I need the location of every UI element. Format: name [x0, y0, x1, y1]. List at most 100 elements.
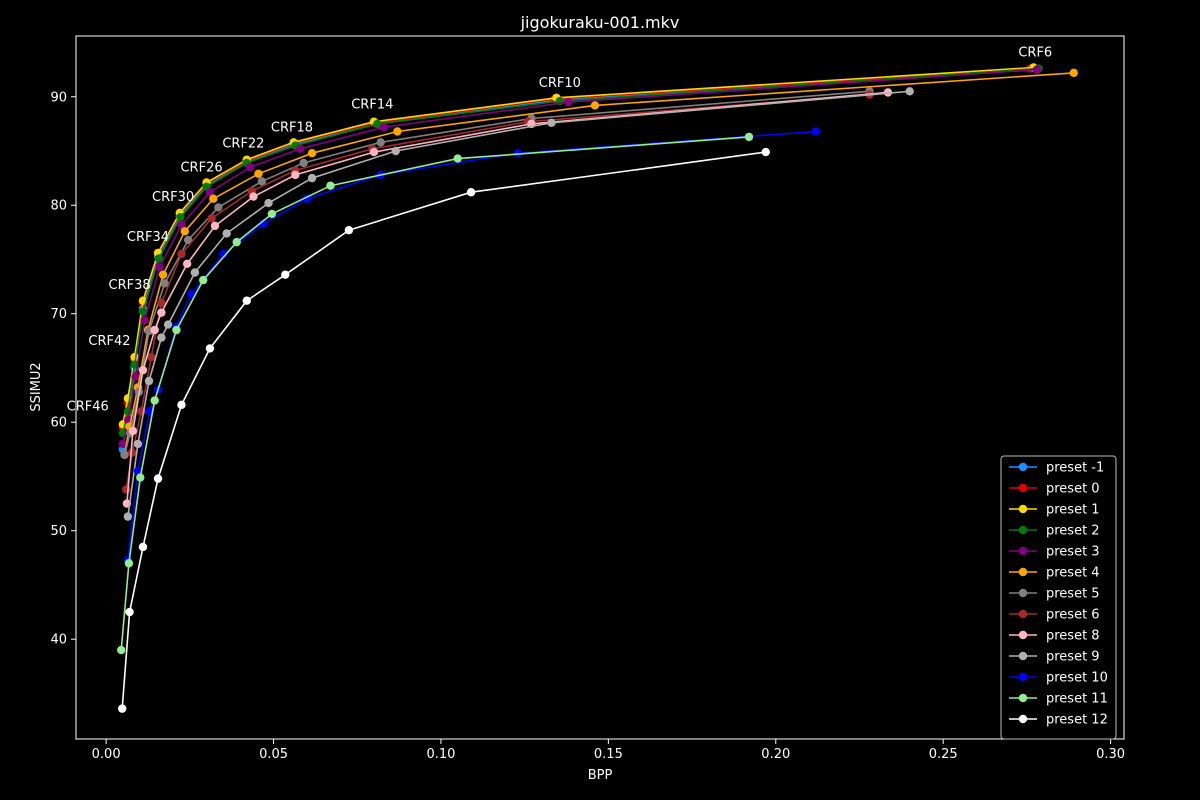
legend-label: preset 11: [1046, 692, 1108, 707]
data-point: [291, 170, 300, 180]
series-line: [122, 67, 1039, 434]
data-point: [190, 268, 200, 277]
legend-label: preset 10: [1046, 671, 1108, 686]
data-point: [118, 439, 128, 449]
data-point: [466, 188, 476, 197]
crf-label: CRF22: [222, 137, 264, 152]
series-line: [125, 93, 870, 490]
series-layer: [117, 63, 1078, 713]
data-point: [177, 220, 186, 229]
legend-marker: [1018, 672, 1028, 682]
legend-label: preset 8: [1046, 629, 1100, 644]
x-tick-label: 0.20: [761, 747, 790, 762]
data-point: [160, 279, 169, 288]
data-point: [242, 296, 251, 305]
data-point: [138, 542, 148, 552]
y-tick-label: 90: [50, 90, 67, 105]
data-point: [393, 127, 402, 136]
data-point: [150, 325, 159, 335]
data-point: [344, 225, 354, 235]
x-axis-label: BPP: [588, 768, 613, 783]
data-point: [811, 127, 821, 136]
data-point: [177, 249, 186, 259]
legend-marker: [1018, 504, 1028, 514]
series-preset-2: [118, 64, 1043, 438]
series-line: [126, 91, 888, 504]
data-point: [209, 194, 218, 203]
legend-marker: [1018, 651, 1028, 661]
data-point: [376, 138, 385, 147]
data-point: [180, 227, 190, 236]
data-point: [296, 144, 305, 154]
x-tick-label: 0.15: [594, 747, 623, 762]
data-point: [177, 400, 186, 410]
data-point: [207, 214, 216, 223]
data-point: [144, 376, 154, 386]
legend-item: preset 1: [1009, 503, 1100, 518]
data-point: [138, 307, 148, 316]
data-point: [563, 97, 573, 107]
data-point: [222, 229, 231, 238]
legend-marker: [1018, 567, 1028, 577]
legend-label: preset -1: [1046, 461, 1104, 476]
legend-item: preset 3: [1009, 545, 1100, 560]
legend-item: preset 6: [1009, 608, 1100, 623]
legend: preset -1 preset 0 preset 1 preset 2 preset …: [1000, 455, 1117, 740]
data-point: [122, 485, 131, 494]
legend-label: preset 1: [1046, 503, 1100, 518]
crf-label: CRF10: [539, 76, 581, 91]
data-point: [158, 270, 168, 279]
data-point: [138, 365, 148, 375]
legend-item: preset 5: [1009, 587, 1100, 602]
legend-marker: [1018, 525, 1028, 535]
data-point: [1032, 65, 1042, 74]
legend-marker: [1018, 714, 1028, 724]
legend-label: preset 0: [1046, 482, 1100, 497]
data-point: [123, 512, 133, 521]
legend-item: preset 11: [1009, 692, 1108, 707]
y-axis-label: SSIMU2: [29, 362, 44, 411]
y-tick-label: 80: [50, 199, 67, 214]
legend-label: preset 3: [1046, 545, 1100, 560]
series-preset-8: [122, 88, 893, 508]
crf-label: CRF26: [180, 161, 222, 176]
data-point: [128, 426, 138, 436]
x-tick-label: 0.00: [92, 747, 121, 762]
x-tick-label: 0.25: [929, 747, 958, 762]
legend-item: preset 9: [1009, 650, 1100, 665]
data-point: [299, 158, 308, 168]
data-point: [590, 101, 600, 110]
data-point: [257, 177, 267, 186]
data-point: [131, 372, 140, 381]
legend-marker: [1018, 483, 1028, 493]
plot-area: [75, 35, 1125, 740]
data-point: [245, 163, 255, 172]
data-point: [232, 237, 241, 247]
crf-label: CRF14: [351, 98, 393, 113]
legend-item: preset -1: [1009, 461, 1104, 476]
x-tick-label: 0.30: [1096, 747, 1125, 762]
data-point: [326, 181, 335, 190]
axis-layer: 0.00 0.05 0.10 0.15 0.20 0.25 0.30 40 50 60 70 80 90: [50, 90, 1125, 762]
data-point: [205, 188, 215, 197]
legend-item: preset 2: [1009, 524, 1100, 539]
legend-item: preset 10: [1009, 671, 1108, 686]
legend-item: preset 4: [1009, 566, 1100, 581]
legend-item: preset 8: [1009, 629, 1100, 644]
data-point: [369, 147, 379, 157]
data-point: [453, 154, 462, 163]
data-point: [254, 169, 263, 178]
series-preset-3: [118, 65, 1042, 449]
legend-label: preset 5: [1046, 587, 1100, 602]
legend-marker: [1018, 609, 1028, 619]
legend-item: preset 12: [1009, 713, 1108, 728]
data-point: [124, 559, 134, 568]
data-point: [157, 333, 166, 342]
data-point: [155, 262, 164, 272]
y-tick-label: 70: [50, 307, 67, 322]
data-point: [761, 147, 770, 157]
data-point: [128, 448, 137, 457]
data-point: [219, 249, 228, 259]
legend-marker: [1018, 693, 1028, 703]
